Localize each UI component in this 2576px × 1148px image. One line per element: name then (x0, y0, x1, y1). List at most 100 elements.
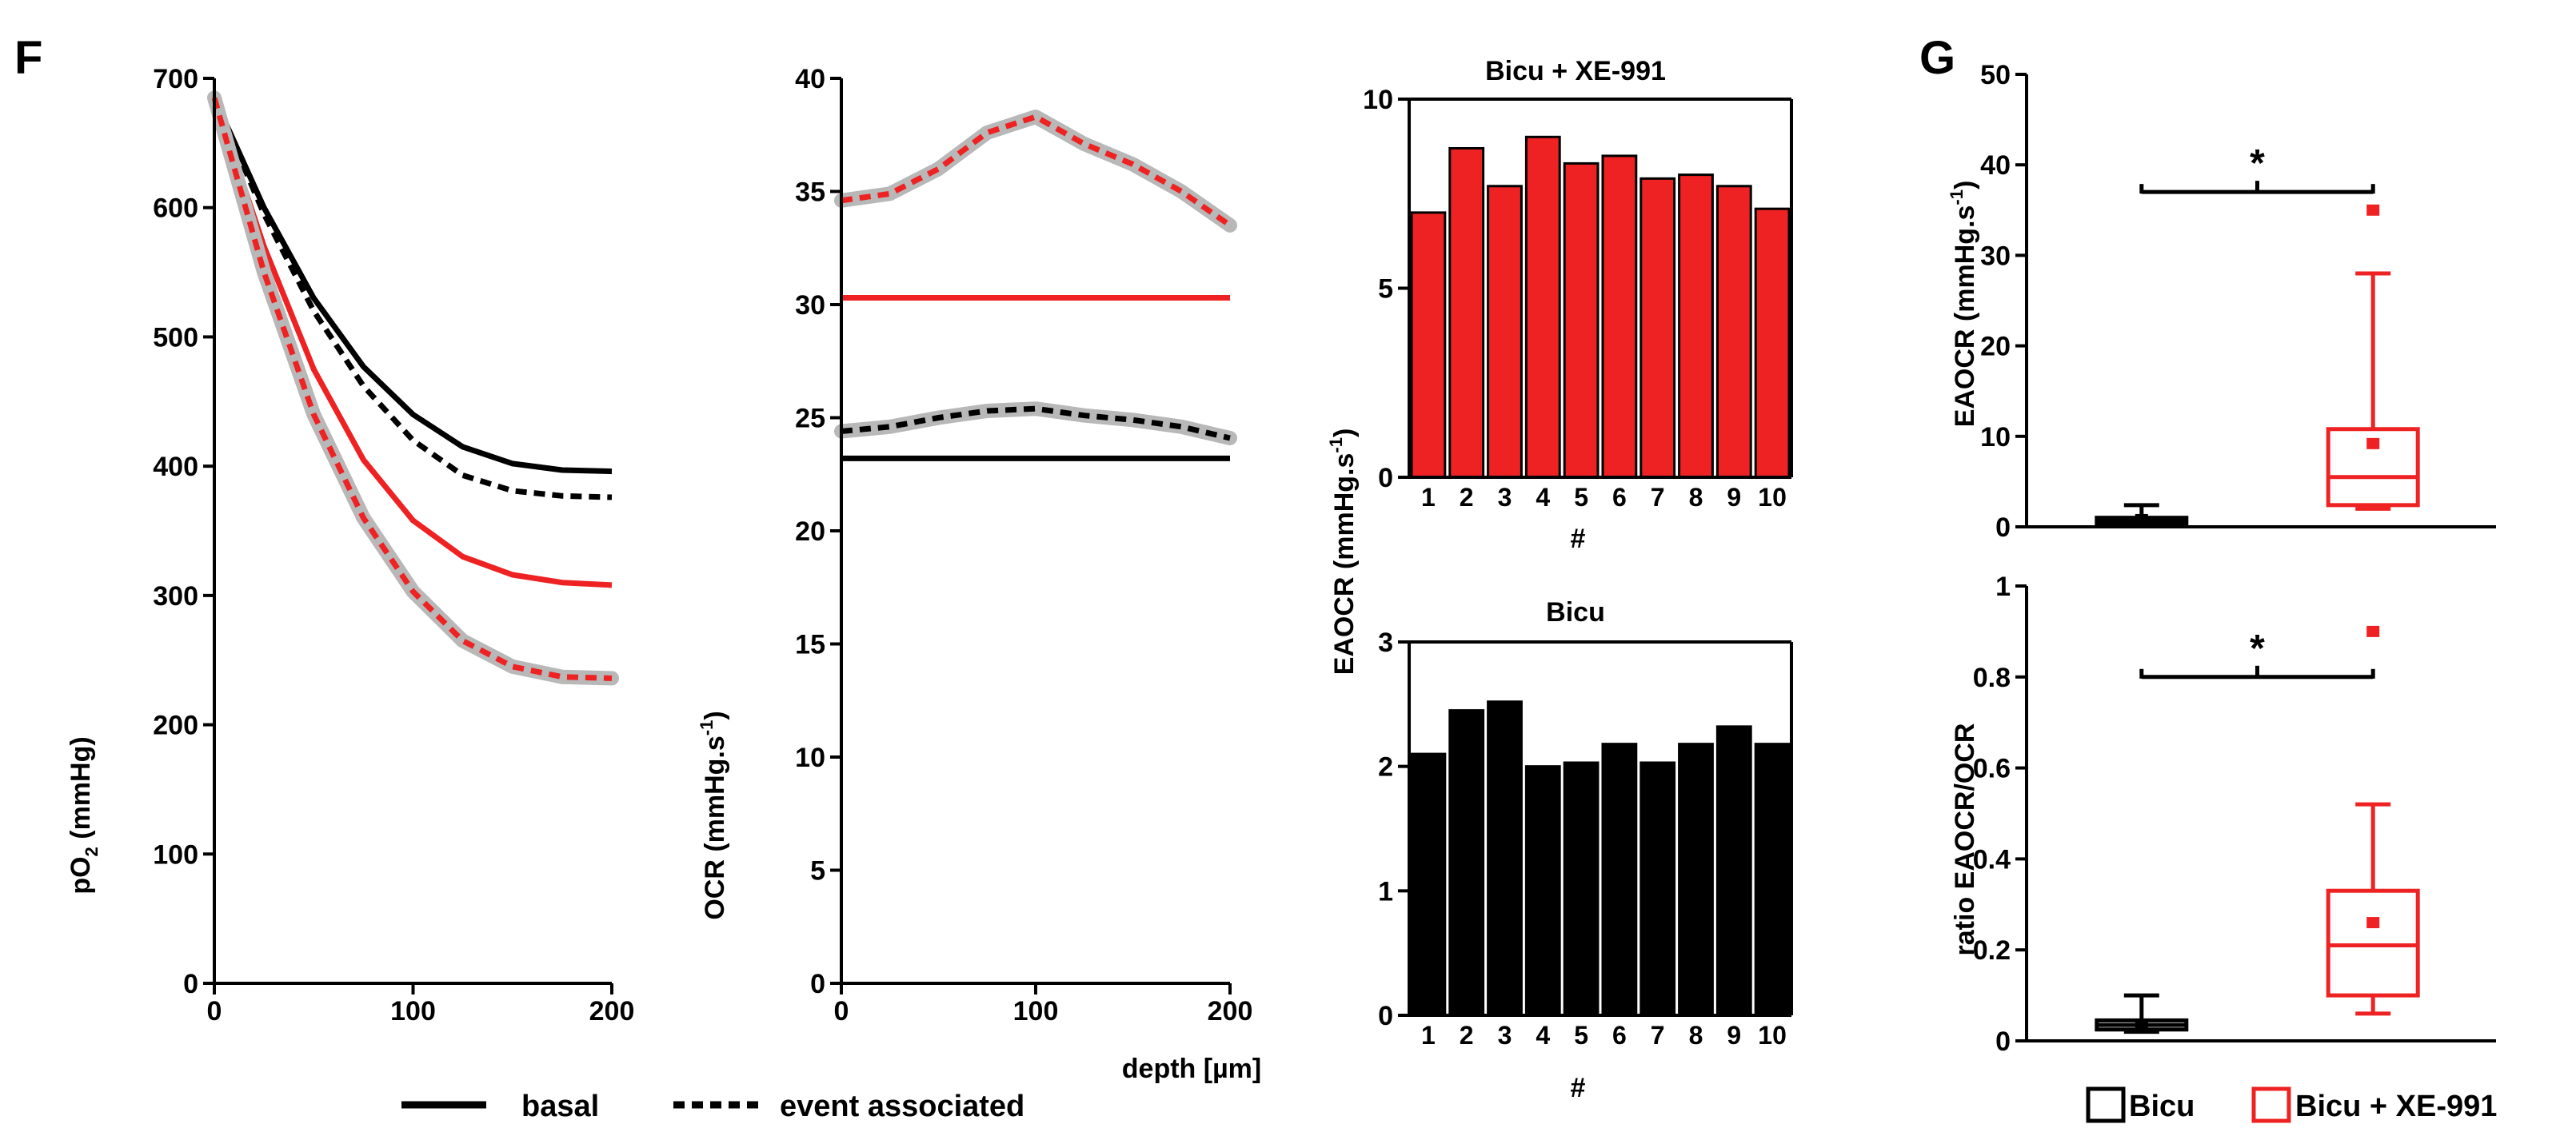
po2-series-2-line (211, 97, 613, 588)
bar_xe-xtick-label-1: 2 (1460, 483, 1474, 512)
box_ratio-ytick-label-4: 0.8 (1973, 663, 2011, 693)
bar_bicu-bar-5 (1563, 761, 1600, 1017)
ocr-series-3-line (841, 114, 1232, 228)
box_eaocr-sig-star: * (2250, 142, 2265, 185)
legend-bicu-swatch (2086, 1086, 2126, 1123)
box-box_eaocr-1-outlier-0 (2366, 204, 2380, 216)
panel-label-f: F (14, 32, 42, 84)
bar_bicu-xtick-label-1: 2 (1460, 1021, 1474, 1050)
bar_bicu-xtick-label-5: 6 (1612, 1021, 1627, 1050)
bar_bicu-ytick-label-1: 1 (1378, 876, 1393, 907)
bar_xe-bar-10 (1754, 207, 1791, 479)
bar_bicu-bar-10 (1754, 743, 1791, 1017)
bar_xe-xtick-label-0: 1 (1421, 483, 1436, 512)
box-box_eaocr-1-mean (2366, 437, 2380, 449)
bar_xe-bar-1 (1410, 211, 1447, 479)
legend-event-label: event associated (780, 1090, 1024, 1123)
legend-bicu-xe-label: Bicu + XE-991 (2295, 1090, 2497, 1123)
box-box_eaocr-0-mean (2135, 513, 2148, 525)
bar_xe-xtick-label-5: 6 (1612, 483, 1627, 512)
po2-ytick-label-7: 700 (153, 64, 198, 94)
bar-bicu-title: Bicu (1546, 597, 1605, 628)
bar_bicu-bar-4 (1524, 765, 1561, 1017)
box-eaocr-chart: 0 10 20 30 40 50 * EAOCR (mmHg.s-1) (1947, 60, 2496, 543)
bar_bicu-xtick-label-9: 10 (1758, 1021, 1787, 1050)
bar_bicu-xtick-label-6: 7 (1651, 1021, 1665, 1050)
bar_bicu-bar-2 (1448, 709, 1485, 1017)
bar_xe-bar-6 (1601, 154, 1638, 479)
ocr-series (834, 110, 1237, 461)
po2-xtick-label-1: 100 (390, 996, 436, 1026)
box-box_ratio-1-box (2326, 888, 2420, 998)
bar_bicu-bar-6 (1601, 743, 1638, 1017)
legend-bicu-xe-swatch (2251, 1086, 2291, 1123)
bar_bicu-bar-8 (1678, 743, 1714, 1017)
box-ratio-chart: 0 0.2 0.4 0.6 0.8 1 * ratio EAOCR/OCR (1950, 572, 2496, 1057)
ocr-xtick-label-1: 100 (1013, 996, 1059, 1026)
bar_xe-bar-5 (1563, 161, 1600, 479)
ocr-ytick-label-5: 25 (795, 404, 825, 434)
po2-axes (213, 78, 612, 985)
box-ratio-y-label: ratio EAOCR/OCR (1950, 723, 1980, 956)
bar-bicu-x-label: # (1571, 1073, 1586, 1103)
po2-y-label: pO2 (mmHg) (66, 736, 102, 894)
bar-xe-title: Bicu + XE-991 (1485, 56, 1666, 86)
bar_bicu-xtick-label-0: 1 (1421, 1021, 1436, 1050)
bar_xe-xtick-label-9: 10 (1758, 483, 1787, 512)
box_ratio-ytick-label-5: 1 (1995, 572, 2011, 602)
box_ratio-ytick-label-3: 0.6 (1973, 754, 2011, 784)
ocr-series-3-band (834, 110, 1237, 233)
box-eaocr-significance: * (2139, 142, 2375, 194)
bar_bicu-bar-1 (1410, 752, 1447, 1017)
bar_xe-bar-7 (1639, 177, 1676, 479)
ocr-ytick-label-3: 15 (795, 630, 825, 660)
bar_bicu-ytick-label-3: 3 (1378, 628, 1393, 658)
bar-xe-x-ticks: 1 2 3 4 5 6 7 8 9 10 (1421, 483, 1787, 512)
bar_bicu-xtick-label-2: 3 (1498, 1021, 1512, 1050)
bar-xe-x-label: # (1571, 524, 1586, 554)
panel-label-g: G (1919, 32, 1955, 84)
box_ratio-sig-star: * (2250, 628, 2265, 670)
po2-series (207, 90, 619, 686)
bar_xe-ytick-label-2: 10 (1363, 85, 1393, 115)
box-box_ratio-1-outlier-0 (2366, 625, 2380, 637)
po2-ytick-label-3: 300 (153, 581, 198, 612)
box-box_ratio-1-mean (2366, 917, 2380, 929)
bar-shared-y-label: EAOCR (mmHg.s-1) (1326, 429, 1360, 676)
box_eaocr-ytick-label-3: 30 (1980, 241, 2011, 271)
po2-xtick-label-2: 200 (589, 996, 635, 1026)
bar_xe-xtick-label-2: 3 (1498, 483, 1512, 512)
po2-ytick-label-5: 500 (153, 322, 198, 353)
po2-ytick-label-4: 400 (153, 452, 198, 482)
bar-xe-y-ticks: 0 5 10 (1363, 85, 1409, 493)
bar_xe-xtick-label-4: 5 (1574, 483, 1588, 512)
legend-basal-label: basal (521, 1090, 599, 1123)
box_ratio-ytick-label-1: 0.2 (1973, 935, 2011, 966)
bar_bicu-bar-9 (1715, 725, 1752, 1017)
box_ratio-ytick-label-0: 0 (1995, 1026, 2011, 1057)
bar_xe-bar-4 (1524, 135, 1561, 479)
ocr-ytick-label-0: 0 (810, 969, 825, 999)
box-ratio-significance: * (2139, 628, 2375, 680)
po2-series-3-line (211, 97, 613, 681)
po2-xtick-label-0: 0 (207, 996, 222, 1026)
box-ratio-axes (2025, 586, 2496, 1042)
po2-ytick-label-2: 200 (153, 711, 198, 741)
ocr-y-ticks: 0 5 10 15 20 25 30 35 40 (795, 64, 841, 999)
bar_xe-bar-3 (1487, 185, 1523, 479)
box-ratio-y-ticks: 0 0.2 0.4 0.6 0.8 1 (1973, 572, 2027, 1057)
box-eaocr-y-label: EAOCR (mmHg.s-1) (1947, 181, 1980, 428)
bar-bicu-x-ticks: 1 2 3 4 5 6 7 8 9 10 (1421, 1021, 1787, 1050)
bar_xe-ytick-label-0: 0 (1378, 463, 1393, 493)
box_eaocr-ytick-label-4: 40 (1980, 150, 2011, 181)
bar_bicu-xtick-label-4: 5 (1574, 1021, 1588, 1050)
ocr-x-ticks: 0 100 200 (834, 983, 1252, 1026)
bar_bicu-ytick-label-2: 2 (1378, 752, 1393, 783)
bar_bicu-xtick-label-7: 8 (1689, 1021, 1703, 1050)
po2-ytick-label-6: 600 (153, 193, 198, 224)
po2-y-ticks: 0 100 200 300 400 500 600 700 (153, 64, 214, 999)
